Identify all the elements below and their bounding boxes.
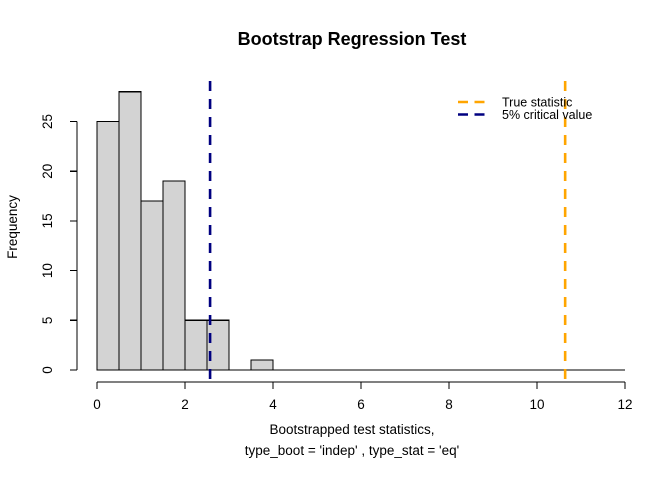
y-tick-label: 0 [40,366,55,374]
x-tick-label: 2 [181,397,189,412]
chart-title: Bootstrap Regression Test [238,29,467,49]
histogram-bar [118,91,142,371]
histogram-bar [206,319,230,371]
x-tick-label: 12 [617,397,632,412]
histogram-bar [140,200,164,371]
x-tick-label: 6 [357,397,365,412]
x-axis-label-line2: type_boot = 'indep' , type_stat = 'eq' [245,443,459,458]
x-tick-label: 10 [529,397,544,412]
histogram-bars [96,91,625,371]
y-tick-label: 5 [40,317,55,325]
y-tick-label: 25 [40,114,55,129]
histogram-bar [162,180,186,371]
y-tick-label: 10 [40,263,55,278]
x-axis-label-line1: Bootstrapped test statistics, [269,422,434,437]
x-axis: 0 2 4 6 8 10 12 [93,381,633,412]
y-axis-label: Frequency [5,195,20,259]
x-tick-label: 4 [269,397,277,412]
legend-label: 5% critical value [502,108,592,122]
legend-label: True statistic [502,96,572,110]
histogram-bar [250,359,274,371]
histogram-bar [96,120,120,371]
y-tick-label: 20 [40,164,55,179]
x-tick-label: 8 [445,397,453,412]
y-tick-label: 15 [40,213,55,228]
y-axis: 0 5 10 15 20 25 [40,114,78,374]
reference-vlines [208,81,567,381]
x-tick-label: 0 [93,397,101,412]
histogram-bar [184,319,208,371]
